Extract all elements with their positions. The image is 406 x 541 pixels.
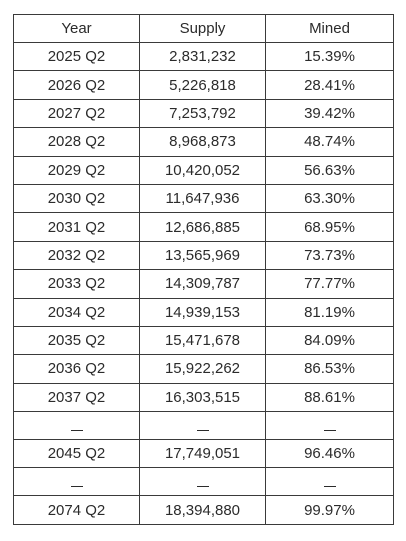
cell-year: 2032 Q2 [13,240,140,271]
gap-cell [265,467,394,497]
cell-supply: 8,968,873 [139,127,266,157]
header-mined: Mined [265,14,394,43]
cell-mined: 28.41% [265,70,394,100]
cell-mined: 81.19% [265,297,394,327]
cell-mined: 63.30% [265,183,394,214]
cell-year: 2027 Q2 [13,98,140,129]
dash-mark [196,429,209,431]
table-row: 2032 Q2 13,565,969 73.73% [13,240,394,271]
cell-supply: 18,394,880 [139,495,266,525]
cell-mined: 73.73% [265,240,394,271]
cell-supply: 13,565,969 [139,240,266,271]
table-header: Year Supply Mined [13,14,394,43]
cell-mined: 99.97% [265,495,394,525]
gap-cell [13,467,140,497]
cell-mined: 39.42% [265,98,394,129]
gap-cell [13,411,140,441]
header-supply: Supply [139,14,266,43]
cell-supply: 12,686,885 [139,212,266,242]
cell-supply: 11,647,936 [139,183,266,214]
cell-mined: 56.63% [265,155,394,185]
cell-supply: 14,309,787 [139,269,266,299]
header-row: Year Supply Mined [13,14,394,43]
table-row: 2036 Q2 15,922,262 86.53% [13,354,394,384]
cell-supply: 10,420,052 [139,155,266,185]
gap-cell [139,411,266,441]
cell-mined: 48.74% [265,127,394,157]
cell-supply: 16,303,515 [139,382,266,413]
cell-year: 2036 Q2 [13,354,140,384]
ellipsis-row [13,411,394,441]
dash-mark [196,486,209,487]
cell-mined: 96.46% [265,439,394,469]
table-row: 2034 Q2 14,939,153 81.19% [13,297,394,327]
cell-year: 2034 Q2 [13,297,140,327]
table-row: 2037 Q2 16,303,515 88.61% [13,382,394,413]
dash-mark [323,486,336,487]
cell-year: 2030 Q2 [13,183,140,214]
cell-supply: 15,471,678 [139,325,266,356]
gap-cell [139,467,266,497]
cell-year: 2025 Q2 [13,41,140,72]
cell-mined: 86.53% [265,354,394,384]
cell-supply: 15,922,262 [139,354,266,384]
dash-mark [70,429,83,431]
table-body: 2025 Q2 2,831,232 15.39% 2026 Q2 5,226,8… [13,41,394,525]
cell-year: 2074 Q2 [13,495,140,525]
cell-supply: 17,749,051 [139,439,266,469]
cell-supply: 14,939,153 [139,297,266,327]
dash-mark [70,486,83,487]
cell-year: 2031 Q2 [13,212,140,242]
ellipsis-row [13,467,394,497]
cell-year: 2045 Q2 [13,439,140,469]
table-row: 2074 Q2 18,394,880 99.97% [13,495,394,525]
cell-year: 2033 Q2 [13,269,140,299]
cell-mined: 15.39% [265,41,394,72]
table-row: 2030 Q2 11,647,936 63.30% [13,183,394,214]
cell-year: 2029 Q2 [13,155,140,185]
cell-year: 2035 Q2 [13,325,140,356]
cell-mined: 88.61% [265,382,394,413]
cell-supply: 2,831,232 [139,41,266,72]
dash-mark [323,429,336,431]
table-row: 2025 Q2 2,831,232 15.39% [13,41,394,72]
cell-supply: 5,226,818 [139,70,266,100]
supply-table: Year Supply Mined 2025 Q2 2,831,232 15.3… [13,14,394,525]
gap-cell [265,411,394,441]
table-row: 2027 Q2 7,253,792 39.42% [13,98,394,129]
table-row: 2028 Q2 8,968,873 48.74% [13,127,394,157]
cell-supply: 7,253,792 [139,98,266,129]
cell-mined: 84.09% [265,325,394,356]
table-row: 2045 Q2 17,749,051 96.46% [13,439,394,469]
cell-year: 2026 Q2 [13,70,140,100]
table-row: 2029 Q2 10,420,052 56.63% [13,155,394,185]
cell-mined: 77.77% [265,269,394,299]
table-row: 2035 Q2 15,471,678 84.09% [13,325,394,356]
cell-year: 2028 Q2 [13,127,140,157]
header-year: Year [13,14,140,43]
table-row: 2031 Q2 12,686,885 68.95% [13,212,394,242]
table-row: 2033 Q2 14,309,787 77.77% [13,269,394,299]
cell-year: 2037 Q2 [13,382,140,413]
cell-mined: 68.95% [265,212,394,242]
table-row: 2026 Q2 5,226,818 28.41% [13,70,394,100]
